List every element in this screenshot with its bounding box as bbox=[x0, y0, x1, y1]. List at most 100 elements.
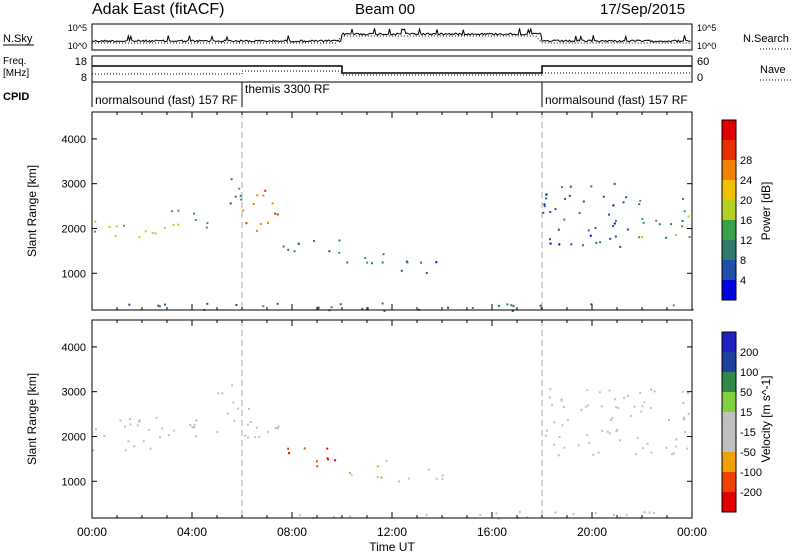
y-tick-label: 3000 bbox=[62, 387, 86, 399]
power-colorbar-tick-label: 8 bbox=[740, 255, 746, 267]
echo-cell bbox=[649, 406, 652, 409]
freq-label: Freq. bbox=[3, 56, 26, 67]
nsearch-tick-high: 10^5 bbox=[697, 23, 716, 33]
colorbar-segment bbox=[722, 332, 736, 352]
echo-cell bbox=[435, 261, 438, 264]
echo-cell bbox=[154, 232, 157, 235]
x-tick-label: 04:00 bbox=[177, 525, 207, 539]
velocity-y-axis-label: Slant Range [km] bbox=[25, 373, 39, 465]
echo-cell bbox=[328, 250, 331, 253]
echo-cell bbox=[349, 471, 351, 474]
echo-cell bbox=[274, 212, 277, 215]
echo-cell bbox=[159, 436, 161, 439]
echo-cell bbox=[594, 512, 597, 515]
colorbar-segment bbox=[722, 200, 736, 220]
echo-cell bbox=[226, 412, 229, 415]
echo-cell bbox=[245, 222, 248, 225]
nsky-tick-low: 10^0 bbox=[68, 41, 87, 51]
power-colorbar-tick-label: 16 bbox=[740, 215, 752, 227]
colorbar-segment bbox=[722, 140, 736, 160]
echo-cell bbox=[326, 447, 329, 450]
echo-cell bbox=[256, 194, 259, 197]
echo-cell bbox=[688, 236, 691, 238]
colorbar-segment bbox=[722, 472, 736, 492]
echo-cell bbox=[619, 245, 622, 248]
echo-cell bbox=[264, 189, 267, 192]
echo-cell bbox=[641, 405, 644, 408]
nave-label: Nave bbox=[760, 64, 786, 76]
echo-cell bbox=[376, 465, 379, 468]
nsky-label: N.Sky bbox=[3, 33, 33, 45]
echo-cell bbox=[626, 228, 629, 231]
echo-cell bbox=[548, 396, 551, 399]
x-tick-label: 20:00 bbox=[577, 525, 607, 539]
echo-cell bbox=[682, 418, 685, 421]
echo-cell bbox=[543, 203, 546, 206]
echo-cell bbox=[157, 304, 160, 307]
colorbar-segment bbox=[722, 220, 736, 240]
velocity-panel-frame bbox=[91, 319, 693, 519]
echo-cell bbox=[221, 392, 224, 395]
echo-cell bbox=[338, 251, 341, 254]
frequency-trace bbox=[92, 65, 692, 74]
echo-cell bbox=[346, 261, 349, 264]
echo-cell bbox=[108, 226, 111, 228]
echo-cell bbox=[94, 428, 97, 431]
echo-cell bbox=[189, 424, 192, 426]
echo-cell bbox=[681, 390, 684, 393]
echo-cell bbox=[350, 474, 353, 477]
x-axis-label: Time UT bbox=[369, 540, 415, 554]
echo-cell bbox=[206, 222, 209, 225]
echo-cell bbox=[616, 428, 619, 431]
echo-cell bbox=[234, 195, 237, 198]
echo-cell bbox=[584, 405, 587, 408]
echo-cell bbox=[191, 426, 194, 428]
cpid-label: CPID bbox=[3, 91, 29, 103]
echo-cell bbox=[643, 511, 646, 513]
power-colorbar-tick-label: 4 bbox=[740, 275, 746, 287]
echo-cell bbox=[687, 215, 690, 218]
echo-cell bbox=[686, 447, 689, 450]
colorbar-segment bbox=[722, 372, 736, 392]
echo-cell bbox=[646, 442, 649, 445]
echo-cell bbox=[164, 303, 166, 306]
velocity-colorbar-tick-label: -100 bbox=[740, 467, 762, 479]
freq-panel-frame bbox=[91, 55, 693, 83]
echo-cell bbox=[615, 430, 618, 433]
echo-cell bbox=[671, 453, 673, 456]
echo-cell bbox=[205, 226, 208, 229]
nave-trace bbox=[92, 70, 692, 76]
x-tick-label: 00:00 bbox=[677, 525, 707, 539]
echo-cell bbox=[349, 515, 352, 518]
power-colorbar-label: Power [dB] bbox=[759, 182, 773, 241]
echo-cell bbox=[244, 434, 247, 437]
echo-cell bbox=[554, 511, 557, 514]
echo-cell bbox=[687, 412, 690, 415]
freq-traces bbox=[92, 65, 692, 76]
echo-cell bbox=[115, 225, 118, 228]
echo-cell bbox=[586, 389, 589, 392]
echo-cell bbox=[613, 182, 616, 185]
echo-cell bbox=[235, 304, 238, 306]
echo-cell bbox=[608, 389, 611, 392]
echo-cell bbox=[262, 194, 265, 197]
echo-cell bbox=[230, 178, 233, 181]
echo-cell bbox=[361, 307, 364, 310]
x-tick-label: 16:00 bbox=[477, 525, 507, 539]
echo-cell bbox=[510, 304, 513, 307]
echo-cell bbox=[327, 458, 330, 461]
echo-cell bbox=[549, 242, 552, 245]
echo-cell bbox=[592, 453, 595, 456]
echo-cell bbox=[138, 419, 141, 422]
y-tick-label: 1000 bbox=[62, 268, 86, 280]
echo-cell bbox=[170, 210, 173, 213]
echo-cell bbox=[193, 423, 196, 426]
velocity-colorbar-tick-label: -15 bbox=[740, 427, 756, 439]
echo-cell bbox=[572, 513, 575, 516]
power-colorbar-tick-label: 12 bbox=[740, 235, 752, 247]
velocity-colorbar-tick-label: 50 bbox=[740, 387, 752, 399]
echo-cell bbox=[247, 436, 250, 439]
echo-cell bbox=[582, 200, 585, 203]
echo-cell bbox=[103, 435, 106, 437]
echo-cell bbox=[293, 250, 296, 253]
